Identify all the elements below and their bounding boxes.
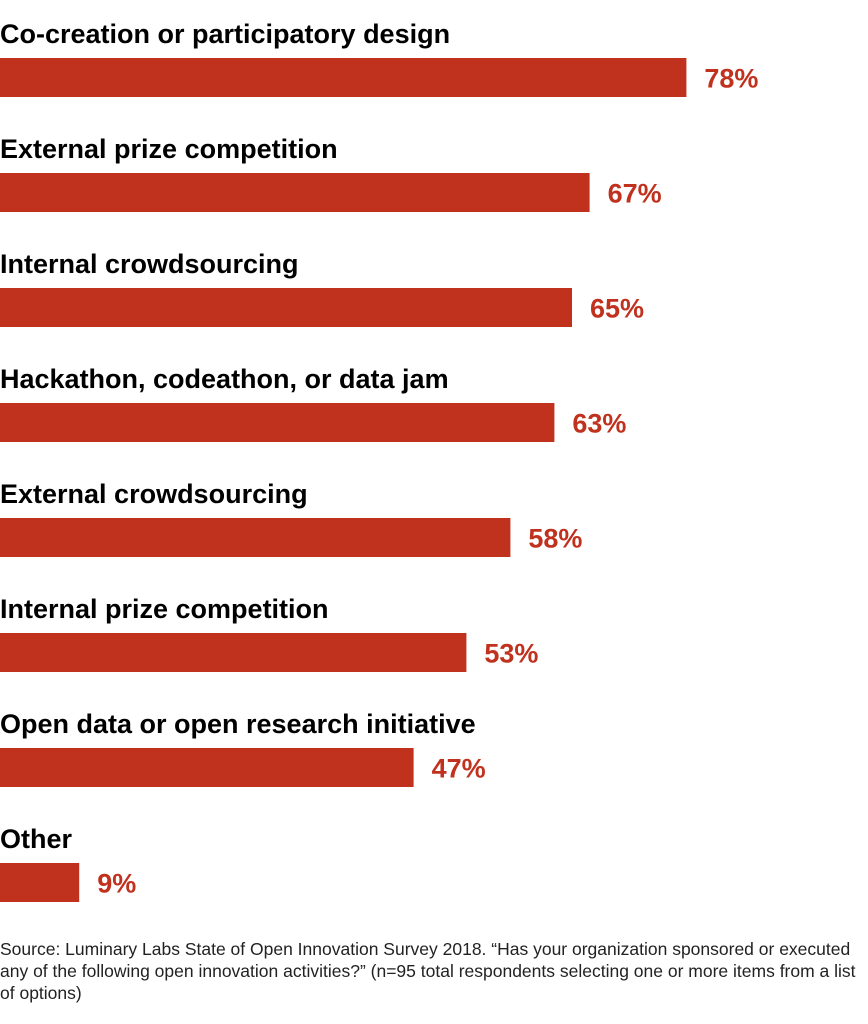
category-label: External crowdsourcing xyxy=(0,479,308,509)
value-label: 78% xyxy=(704,64,758,94)
value-label: 58% xyxy=(528,524,582,554)
bar xyxy=(0,518,511,557)
value-label: 65% xyxy=(590,294,644,324)
bar xyxy=(0,58,687,97)
bar xyxy=(0,173,590,212)
bar xyxy=(0,633,467,672)
bar xyxy=(0,748,414,787)
category-label: Co-creation or participatory design xyxy=(0,19,450,49)
bar xyxy=(0,403,555,442)
category-label: Open data or open research initiative xyxy=(0,709,476,739)
value-label: 63% xyxy=(572,409,626,439)
category-label: Internal prize competition xyxy=(0,594,329,624)
bar xyxy=(0,863,80,902)
source-note: Source: Luminary Labs State of Open Inno… xyxy=(0,939,856,1003)
value-label: 47% xyxy=(432,754,486,784)
category-label: Other xyxy=(0,824,73,854)
value-label: 53% xyxy=(484,639,538,669)
category-label: Hackathon, codeathon, or data jam xyxy=(0,364,449,394)
category-label: Internal crowdsourcing xyxy=(0,249,299,279)
value-label: 9% xyxy=(97,869,136,899)
bar xyxy=(0,288,572,327)
value-label: 67% xyxy=(608,179,662,209)
category-label: External prize competition xyxy=(0,134,338,164)
bar-chart: Co-creation or participatory design 78% Ex… xyxy=(0,19,758,902)
